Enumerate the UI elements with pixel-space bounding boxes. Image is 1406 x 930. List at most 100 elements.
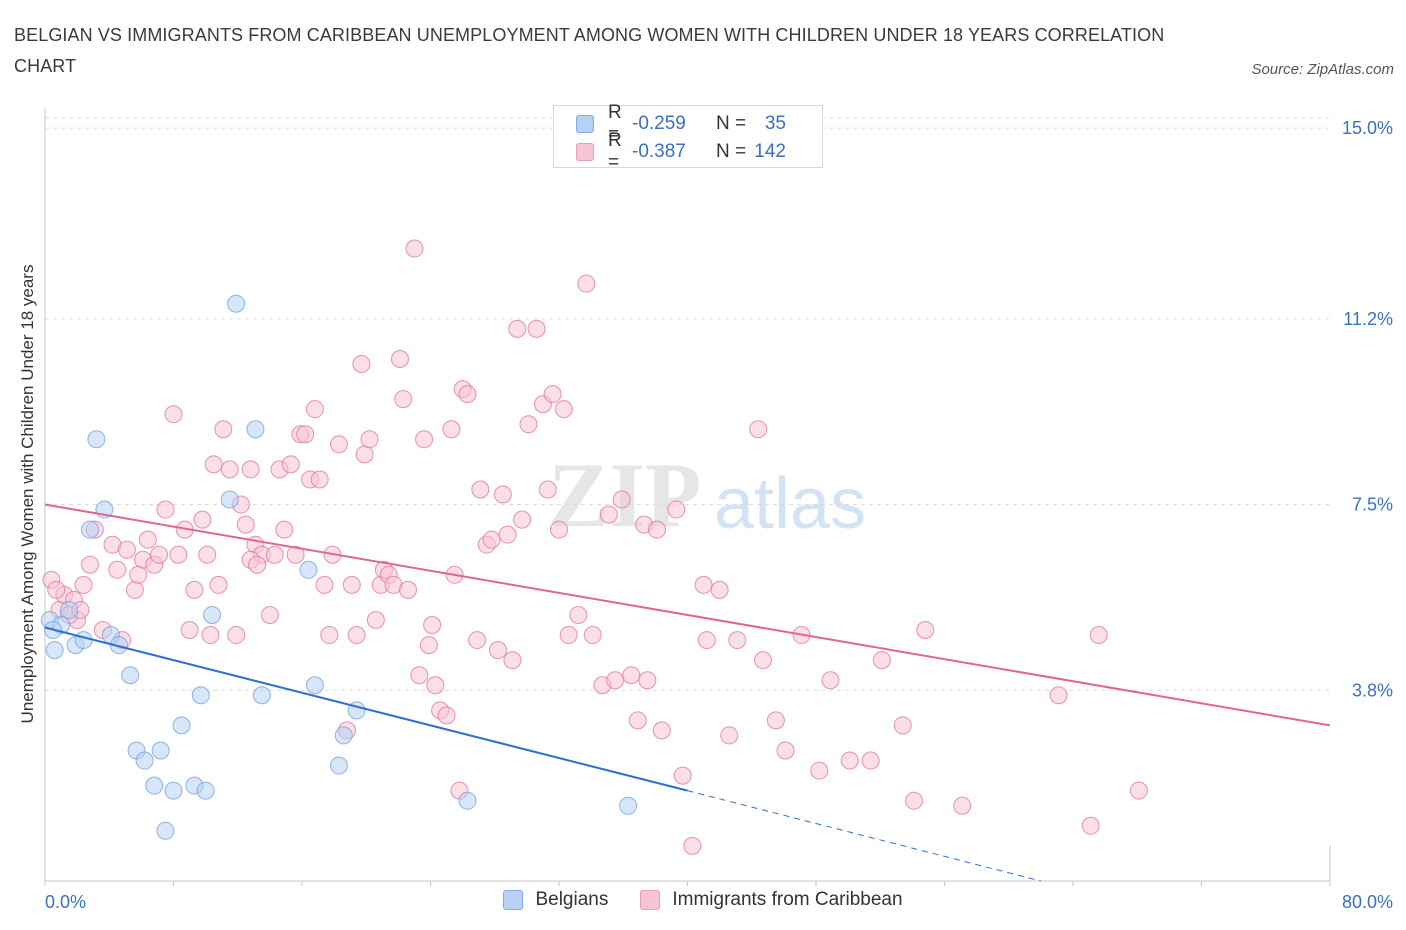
data-point	[415, 430, 434, 449]
y-tick-label: 7.5%	[1352, 495, 1393, 515]
trend-lines	[44, 503, 1331, 882]
trend-line-caribbean	[44, 503, 1331, 727]
legend-n-label: N =	[716, 141, 747, 162]
data-point	[60, 600, 79, 619]
data-point	[543, 385, 562, 404]
data-point	[352, 354, 371, 373]
data-point	[80, 555, 99, 574]
data-point	[527, 319, 546, 338]
data-point	[559, 626, 578, 645]
data-point	[766, 711, 785, 730]
data-point	[405, 239, 424, 258]
series-legend: Belgians Immigrants from Caribbean	[0, 889, 1406, 911]
y-axis-label: Unemployment Among Women with Children U…	[18, 265, 37, 724]
data-point	[296, 425, 315, 444]
data-point	[410, 666, 429, 685]
grid-lines	[45, 117, 1330, 691]
data-point	[214, 420, 233, 439]
data-point	[550, 520, 568, 539]
data-point	[125, 580, 144, 599]
legend-r-label: R =	[608, 130, 622, 173]
data-point	[821, 671, 840, 690]
data-point	[121, 666, 140, 685]
data-point	[87, 430, 106, 449]
data-point	[310, 470, 329, 489]
data-point	[667, 500, 686, 519]
data-point	[204, 455, 223, 474]
stats-legend: R = -0.259 N = 35 R = -0.387 N = 142	[553, 102, 823, 173]
data-point	[599, 505, 618, 524]
data-point	[482, 530, 501, 549]
legend-item-caribbean[interactable]: Immigrants from Caribbean	[640, 889, 903, 911]
data-point	[342, 575, 361, 594]
trend-line-belgians	[44, 626, 688, 792]
data-point	[355, 445, 374, 464]
data-point	[360, 430, 379, 449]
data-point	[169, 545, 188, 564]
data-point	[117, 540, 136, 559]
data-point	[638, 671, 657, 690]
data-point	[390, 349, 409, 368]
data-point	[347, 626, 366, 645]
legend-label-belgians: Belgians	[535, 889, 609, 910]
data-point	[619, 796, 638, 815]
data-point	[1081, 816, 1100, 835]
data-point	[468, 631, 487, 650]
data-point	[299, 560, 318, 579]
data-point	[458, 791, 477, 810]
data-point	[129, 565, 148, 584]
data-point	[569, 605, 588, 624]
data-point	[135, 751, 154, 770]
legend-item-belgians[interactable]: Belgians	[503, 889, 608, 911]
data-point	[156, 500, 175, 519]
data-point	[80, 520, 99, 539]
data-point	[1089, 626, 1108, 645]
data-point	[554, 400, 573, 419]
data-point	[334, 726, 353, 745]
data-point	[612, 490, 631, 509]
watermark: ZIP atlas	[548, 444, 866, 546]
data-point	[694, 575, 713, 594]
watermark-atlas: atlas	[714, 464, 866, 544]
tick-labels: 3.8% 7.5% 11.2% 15.0% 0.0% 80.0%	[45, 118, 1393, 912]
legend-swatch-belgians	[576, 115, 594, 133]
data-point	[488, 641, 507, 660]
data-point	[503, 651, 522, 670]
data-point	[493, 485, 512, 504]
y-tick-label: 15.0%	[1342, 118, 1393, 138]
data-point	[366, 610, 385, 629]
y-tick-label: 11.2%	[1343, 309, 1393, 329]
data-point	[260, 605, 279, 624]
data-point	[904, 791, 923, 810]
trend-line-belgians-extension	[687, 790, 1041, 882]
data-point	[538, 480, 557, 499]
data-point	[426, 676, 445, 695]
data-point	[329, 435, 348, 454]
data-point	[519, 415, 538, 434]
legend-label-caribbean: Immigrants from Caribbean	[672, 889, 903, 910]
data-point	[74, 631, 93, 650]
axes	[44, 108, 1331, 886]
data-point	[227, 626, 246, 645]
data-point	[265, 545, 284, 564]
data-point	[305, 676, 324, 695]
data-point	[329, 756, 348, 775]
data-point	[710, 580, 729, 599]
data-point	[753, 651, 772, 670]
data-point	[577, 274, 596, 293]
data-point	[151, 741, 170, 760]
data-point	[622, 666, 641, 685]
data-point	[203, 605, 222, 624]
data-point	[193, 510, 212, 529]
legend-swatch-caribbean	[640, 890, 661, 910]
data-point	[191, 686, 210, 705]
data-point	[652, 721, 671, 740]
data-point	[872, 651, 891, 670]
data-point	[320, 626, 339, 645]
data-point	[728, 631, 747, 650]
data-point	[164, 781, 183, 800]
data-point	[498, 525, 517, 544]
data-point	[861, 751, 880, 770]
data-point	[697, 631, 716, 650]
